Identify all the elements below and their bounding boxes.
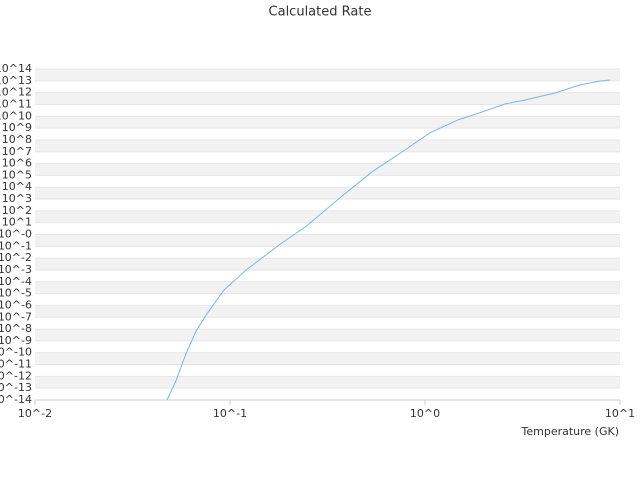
y-tick-label: 10^-6 — [0, 298, 32, 311]
y-tick-label: 10^-5 — [0, 287, 32, 300]
grid-band — [35, 210, 620, 223]
x-axis-label: Temperature (GK) — [521, 425, 620, 438]
grid-band — [35, 329, 620, 341]
y-tick-label: 10^2 — [2, 204, 32, 217]
y-tick-label: 10^-14 — [0, 393, 32, 406]
grid-band — [35, 281, 620, 294]
y-tick-label: 10^7 — [2, 145, 32, 158]
y-tick-label: 10^-8 — [0, 322, 32, 335]
grid-band — [35, 258, 620, 270]
grid-band — [35, 69, 620, 81]
x-tick-label: 10^-1 — [213, 407, 247, 420]
grid-band — [35, 92, 620, 105]
y-tick-label: 10^12 — [0, 86, 32, 99]
grid-band — [35, 163, 620, 176]
y-tick-label: 10^14 — [0, 62, 32, 75]
grid-band — [35, 234, 620, 247]
y-tick-label: 10^-12 — [0, 369, 32, 382]
y-tick-label: 10^6 — [2, 157, 32, 170]
y-tick-label: 10^-2 — [0, 251, 32, 264]
y-tick-label: 10^-13 — [0, 381, 32, 394]
grid-band — [35, 376, 620, 389]
grid-band — [35, 352, 620, 365]
chart-title: Calculated Rate — [269, 5, 372, 20]
y-tick-label: 10^-9 — [0, 334, 32, 347]
y-tick-label: 10^-11 — [0, 358, 32, 371]
data-line — [166, 79, 611, 401]
y-tick-label: 10^4 — [2, 180, 32, 193]
y-tick-label: 10^8 — [2, 133, 32, 146]
y-tick-label: 10^1 — [2, 216, 32, 229]
y-tick-label: 10^3 — [2, 192, 32, 205]
y-tick-label: 10^-0 — [0, 228, 32, 241]
grid-band — [35, 305, 620, 318]
y-tick-label: 10^13 — [0, 74, 32, 87]
y-tick-label: 10^-1 — [0, 239, 32, 252]
y-tick-label: 10^-4 — [0, 275, 32, 288]
x-tick-label: 10^-2 — [18, 407, 52, 420]
grid-band — [35, 187, 620, 200]
y-tick-label: 10^-10 — [0, 346, 32, 359]
y-tick-label: 10^10 — [0, 109, 32, 122]
x-tick-label: 10^0 — [410, 407, 440, 420]
y-tick-label: 10^11 — [0, 97, 32, 110]
y-tick-label: 10^-3 — [0, 263, 32, 276]
y-tick-label: 10^9 — [2, 121, 32, 134]
y-tick-label: 10^-7 — [0, 310, 32, 323]
x-tick-label: 10^1 — [605, 407, 635, 420]
y-tick-label: 10^5 — [2, 168, 32, 181]
grid-band — [35, 116, 620, 129]
grid-band — [35, 139, 620, 152]
